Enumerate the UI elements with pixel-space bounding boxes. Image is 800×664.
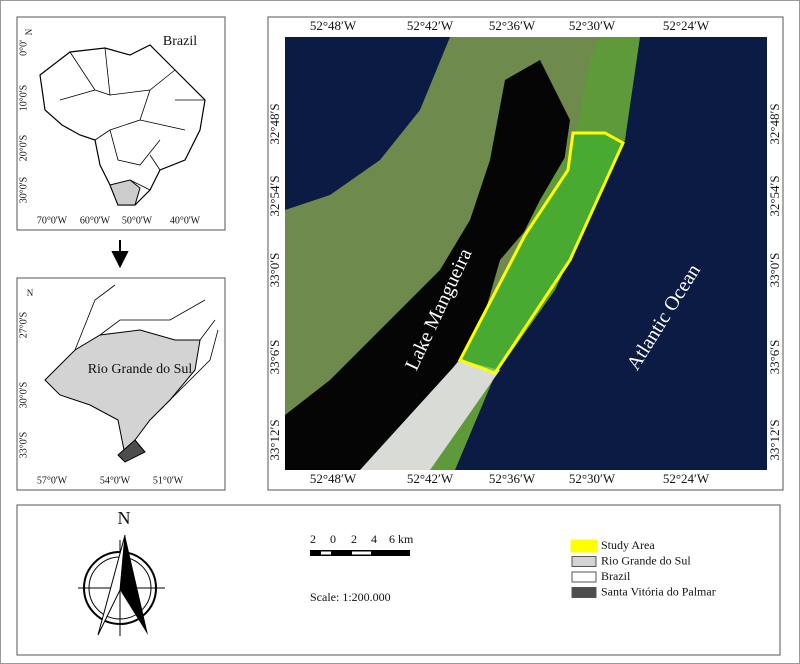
- legend-swatch: [571, 556, 597, 567]
- state-borders: [59, 47, 205, 191]
- lon-label: 57°0'W: [37, 475, 68, 486]
- lon-label: 52°24′W: [663, 18, 710, 33]
- lat-label: 27°0'S: [18, 312, 29, 338]
- lake: [285, 60, 570, 470]
- svp-shape: [117, 439, 146, 463]
- north-label: N: [27, 288, 34, 298]
- lat-label: 33°12′S: [767, 419, 782, 460]
- lon-label: 52°42′W: [407, 471, 454, 486]
- legend-label: Brazil: [601, 569, 631, 583]
- legend-swatch: [571, 587, 597, 598]
- lat-label: 20°0'S: [18, 135, 29, 161]
- lon-label: 70°0'W: [37, 215, 68, 226]
- lat-label: 33°12′S: [267, 419, 282, 460]
- lon-label: 52°36′W: [489, 18, 536, 33]
- north-label: N: [24, 28, 34, 35]
- legend-label: Study Area: [601, 538, 655, 552]
- scale-tick: 2: [351, 532, 357, 546]
- scale-tick: 6: [389, 532, 395, 546]
- lat-label: 0°0': [18, 40, 29, 56]
- brazil-outline: [39, 44, 206, 206]
- lat-label: 10°0'S: [18, 85, 29, 111]
- lon-label: 52°30′W: [569, 471, 616, 486]
- legend-swatch: [571, 571, 597, 583]
- legend-swatch: [570, 539, 598, 553]
- compass-north: N: [118, 508, 131, 528]
- lon-label: 52°48′W: [310, 471, 357, 486]
- scale-tick: 0: [330, 532, 336, 546]
- lat-label: 32°54′S: [267, 175, 282, 216]
- scale-bar: [321, 551, 331, 555]
- rs-label-line1: Rio Grande do Sul: [88, 362, 193, 377]
- lat-label: 30°0'S: [18, 177, 29, 203]
- lon-label: 40°0'W: [170, 215, 201, 226]
- lat-label: 33°6′S: [267, 340, 282, 375]
- lon-label: 52°48′W: [310, 18, 357, 33]
- compass-needle: [120, 535, 148, 635]
- lon-label: 54°0'W: [100, 475, 131, 486]
- scale-bar: [352, 551, 371, 555]
- lat-label: 33°0'S: [18, 432, 29, 458]
- lon-label: 52°30′W: [569, 18, 616, 33]
- lon-label: 51°0'W: [153, 475, 184, 486]
- scale-tick: 2: [310, 532, 316, 546]
- inset-title: Brazil: [163, 34, 197, 49]
- bottom-panel: [16, 504, 781, 656]
- lat-label: 30°0'S: [18, 382, 29, 408]
- lat-label: 33°6′S: [767, 340, 782, 375]
- lat-label: 32°54′S: [767, 175, 782, 216]
- lat-label: 32°48′S: [267, 103, 282, 144]
- sand: [360, 360, 500, 470]
- lat-label: 32°48′S: [767, 103, 782, 144]
- neighbor-borders: [74, 284, 219, 411]
- scale-unit: km: [398, 532, 414, 546]
- arrow: [111, 240, 129, 269]
- lat-label: 33°0′S: [267, 253, 282, 288]
- scale-tick: 4: [371, 532, 377, 546]
- legend-label: Rio Grande do Sul: [601, 553, 691, 567]
- lat-label: 33°0′S: [767, 253, 782, 288]
- compass-needle: [97, 534, 126, 636]
- study-area: [457, 131, 625, 375]
- scale-text: Scale: 1:200.000: [310, 590, 391, 604]
- lon-label: 52°42′W: [407, 18, 454, 33]
- lon-label: 52°36′W: [489, 471, 536, 486]
- legend-label: Santa Vitória do Palmar: [601, 584, 716, 598]
- rs-highlight: [109, 179, 141, 206]
- lon-label: 52°24′W: [663, 471, 710, 486]
- lon-label: 60°0'W: [80, 215, 111, 226]
- lon-label: 50°0'W: [122, 215, 153, 226]
